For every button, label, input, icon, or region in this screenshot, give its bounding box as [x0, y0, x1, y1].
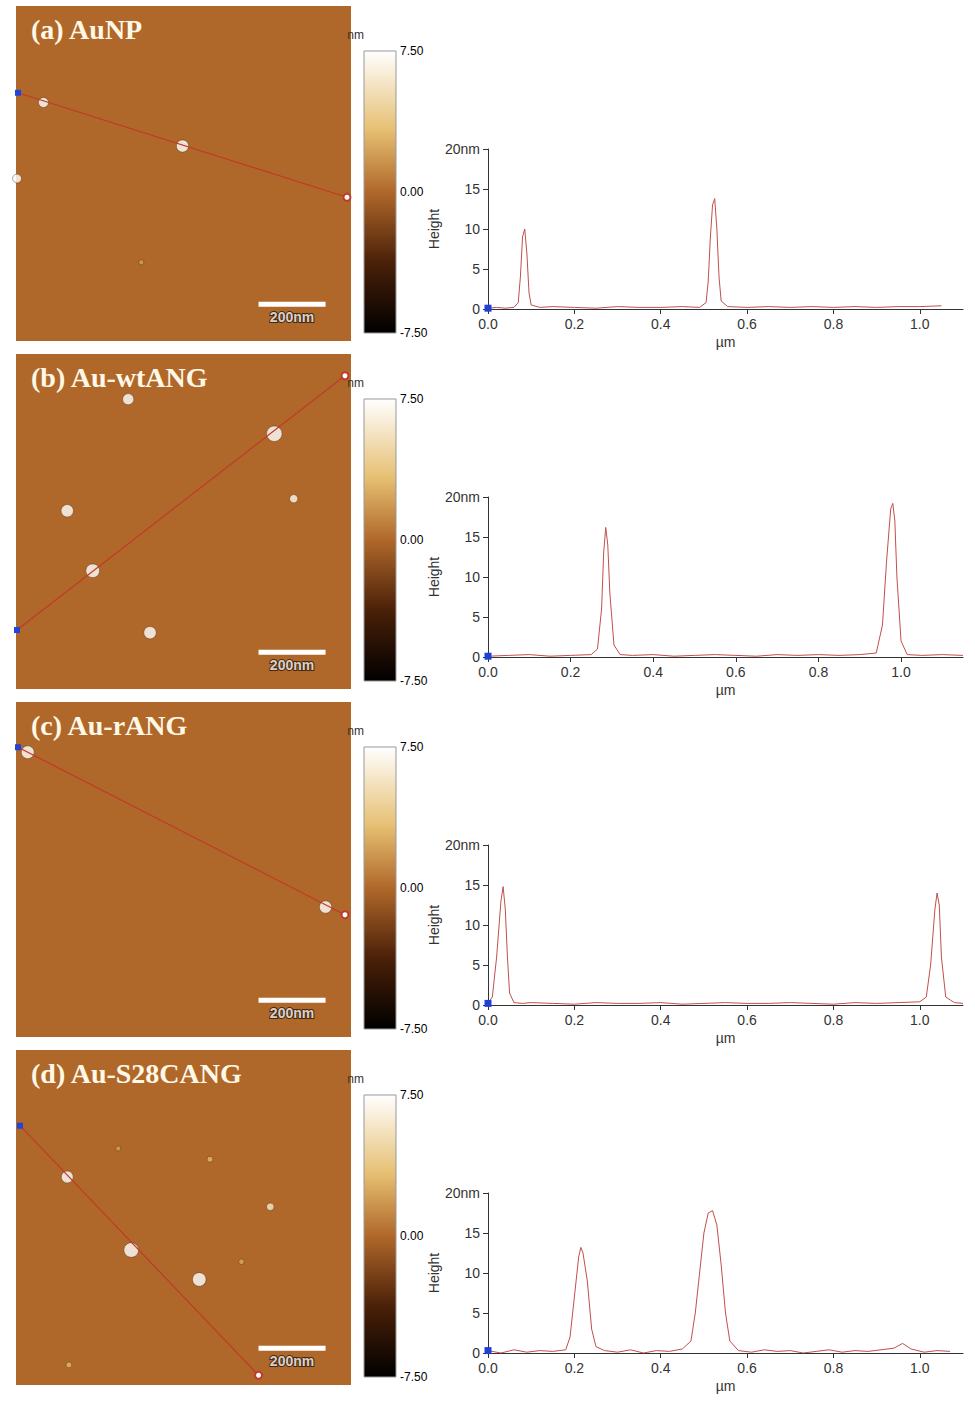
svg-text:0.0: 0.0 — [478, 1012, 498, 1028]
svg-text:0.2: 0.2 — [565, 316, 585, 332]
svg-text:0.4: 0.4 — [643, 664, 663, 680]
svg-text:10: 10 — [464, 569, 480, 585]
svg-text:nm: nm — [347, 28, 364, 42]
svg-text:0.4: 0.4 — [651, 1012, 671, 1028]
svg-text:200nm: 200nm — [270, 1353, 314, 1369]
svg-text:0.6: 0.6 — [726, 664, 746, 680]
svg-text:0.8: 0.8 — [824, 1360, 844, 1376]
svg-text:0.8: 0.8 — [824, 1012, 844, 1028]
svg-text:10: 10 — [464, 1265, 480, 1281]
svg-text:µm: µm — [716, 1378, 736, 1394]
svg-text:µm: µm — [716, 682, 736, 698]
svg-text:0.2: 0.2 — [561, 664, 581, 680]
svg-text:0.8: 0.8 — [824, 316, 844, 332]
svg-text:5: 5 — [472, 957, 480, 973]
svg-text:1.0: 1.0 — [910, 316, 930, 332]
svg-text:(d) Au-S28CANG: (d) Au-S28CANG — [31, 1058, 242, 1089]
svg-text:7.50: 7.50 — [400, 44, 424, 58]
svg-text:20nm: 20nm — [445, 1185, 480, 1201]
svg-text:1.0: 1.0 — [910, 1012, 930, 1028]
svg-text:1.0: 1.0 — [891, 664, 911, 680]
svg-text:0.2: 0.2 — [565, 1360, 585, 1376]
svg-text:20nm: 20nm — [445, 837, 480, 853]
svg-text:0.6: 0.6 — [737, 316, 757, 332]
svg-text:0.4: 0.4 — [651, 1360, 671, 1376]
svg-text:0: 0 — [472, 649, 480, 665]
svg-text:-7.50: -7.50 — [400, 674, 428, 688]
svg-text:10: 10 — [464, 917, 480, 933]
svg-text:0.8: 0.8 — [809, 664, 829, 680]
svg-text:0.4: 0.4 — [651, 316, 671, 332]
svg-text:-7.50: -7.50 — [400, 1370, 428, 1384]
svg-text:1.0: 1.0 — [910, 1360, 930, 1376]
svg-text:0.00: 0.00 — [400, 881, 424, 895]
svg-text:15: 15 — [464, 1225, 480, 1241]
svg-text:7.50: 7.50 — [400, 392, 424, 406]
svg-text:Height: Height — [426, 1253, 442, 1294]
svg-text:µm: µm — [716, 1030, 736, 1046]
svg-text:15: 15 — [464, 529, 480, 545]
svg-text:-7.50: -7.50 — [400, 326, 428, 340]
svg-text:µm: µm — [716, 334, 736, 350]
svg-text:15: 15 — [464, 877, 480, 893]
svg-text:Height: Height — [426, 557, 442, 598]
svg-text:0.0: 0.0 — [478, 1360, 498, 1376]
svg-text:(b) Au-wtANG: (b) Au-wtANG — [31, 362, 208, 393]
svg-text:0.00: 0.00 — [400, 185, 424, 199]
svg-text:15: 15 — [464, 181, 480, 197]
svg-text:(c) Au-rANG: (c) Au-rANG — [31, 710, 188, 741]
svg-text:0: 0 — [472, 1345, 480, 1361]
svg-text:0: 0 — [472, 997, 480, 1013]
svg-text:(a) AuNP: (a) AuNP — [31, 14, 142, 45]
svg-text:0.00: 0.00 — [400, 533, 424, 547]
svg-text:5: 5 — [472, 609, 480, 625]
svg-text:0.0: 0.0 — [478, 316, 498, 332]
svg-text:200nm: 200nm — [270, 1005, 314, 1021]
svg-text:20nm: 20nm — [445, 141, 480, 157]
svg-text:nm: nm — [347, 724, 364, 738]
svg-text:0.6: 0.6 — [737, 1012, 757, 1028]
svg-text:200nm: 200nm — [270, 657, 314, 673]
svg-text:-7.50: -7.50 — [400, 1022, 428, 1036]
svg-text:7.50: 7.50 — [400, 1088, 424, 1102]
svg-text:200nm: 200nm — [270, 309, 314, 325]
svg-text:20nm: 20nm — [445, 489, 480, 505]
svg-text:7.50: 7.50 — [400, 740, 424, 754]
svg-text:0: 0 — [472, 301, 480, 317]
svg-text:10: 10 — [464, 221, 480, 237]
svg-text:0.2: 0.2 — [565, 1012, 585, 1028]
svg-text:nm: nm — [347, 376, 364, 390]
svg-text:nm: nm — [347, 1072, 364, 1086]
svg-text:0.00: 0.00 — [400, 1229, 424, 1243]
svg-text:0.0: 0.0 — [478, 664, 498, 680]
svg-text:5: 5 — [472, 261, 480, 277]
svg-text:0.6: 0.6 — [737, 1360, 757, 1376]
svg-text:Height: Height — [426, 209, 442, 250]
svg-text:5: 5 — [472, 1305, 480, 1321]
svg-text:Height: Height — [426, 905, 442, 946]
